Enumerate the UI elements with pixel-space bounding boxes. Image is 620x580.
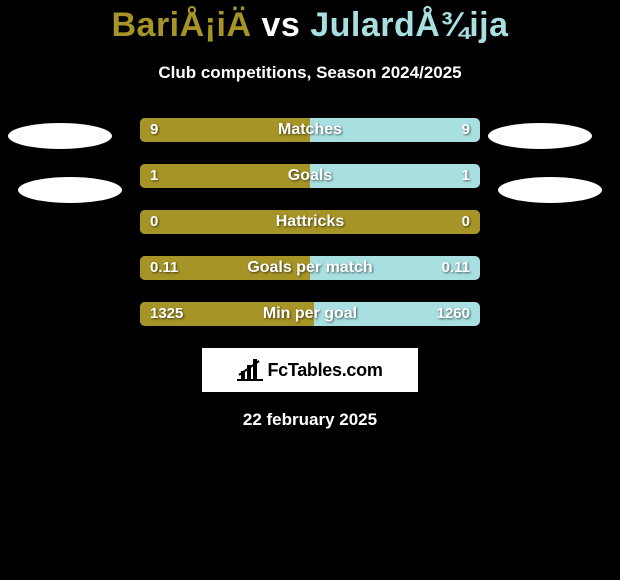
brand-text: FcTables.com [267,360,382,381]
decorative-ellipse [8,123,112,149]
stat-left-value: 0 [150,210,158,234]
bar-left [140,210,480,234]
stat-left-value: 1 [150,164,158,188]
stat-row: 11Goals [140,164,480,188]
stat-right-value: 0.11 [442,256,470,280]
title-player-left: BariÅ¡iÄ [111,6,251,44]
stat-row: 13251260Min per goal [140,302,480,326]
stat-row: 00Hattricks [140,210,480,234]
decorative-ellipse [18,177,122,203]
decorative-ellipse [488,123,592,149]
stat-row: 99Matches [140,118,480,142]
brand-inner: FcTables.com [237,359,382,381]
stat-right-value: 1 [462,164,470,188]
date-label: 22 february 2025 [0,410,620,430]
bar-left [140,164,310,188]
brand-box: FcTables.com [202,348,418,392]
bar-left [140,118,310,142]
stat-left-value: 1325 [150,302,183,326]
stat-right-value: 1260 [437,302,470,326]
stat-row: 0.110.11Goals per match [140,256,480,280]
stat-right-value: 9 [462,118,470,142]
title-vs: vs [261,6,300,44]
decorative-ellipse [498,177,602,203]
comparison-widget: BariÅ¡iÄ vs JulardÅ¾ija Club competition… [0,0,620,580]
title-player-right: JulardÅ¾ija [310,6,508,44]
stat-left-value: 0.11 [150,256,178,280]
stat-left-value: 9 [150,118,158,142]
page-title: BariÅ¡iÄ vs JulardÅ¾ija [0,0,620,45]
bar-chart-icon [237,359,263,381]
stat-rows-wrap: 99Matches11Goals00Hattricks0.110.11Goals… [0,118,620,326]
stat-right-value: 0 [462,210,470,234]
subtitle: Club competitions, Season 2024/2025 [0,63,620,83]
